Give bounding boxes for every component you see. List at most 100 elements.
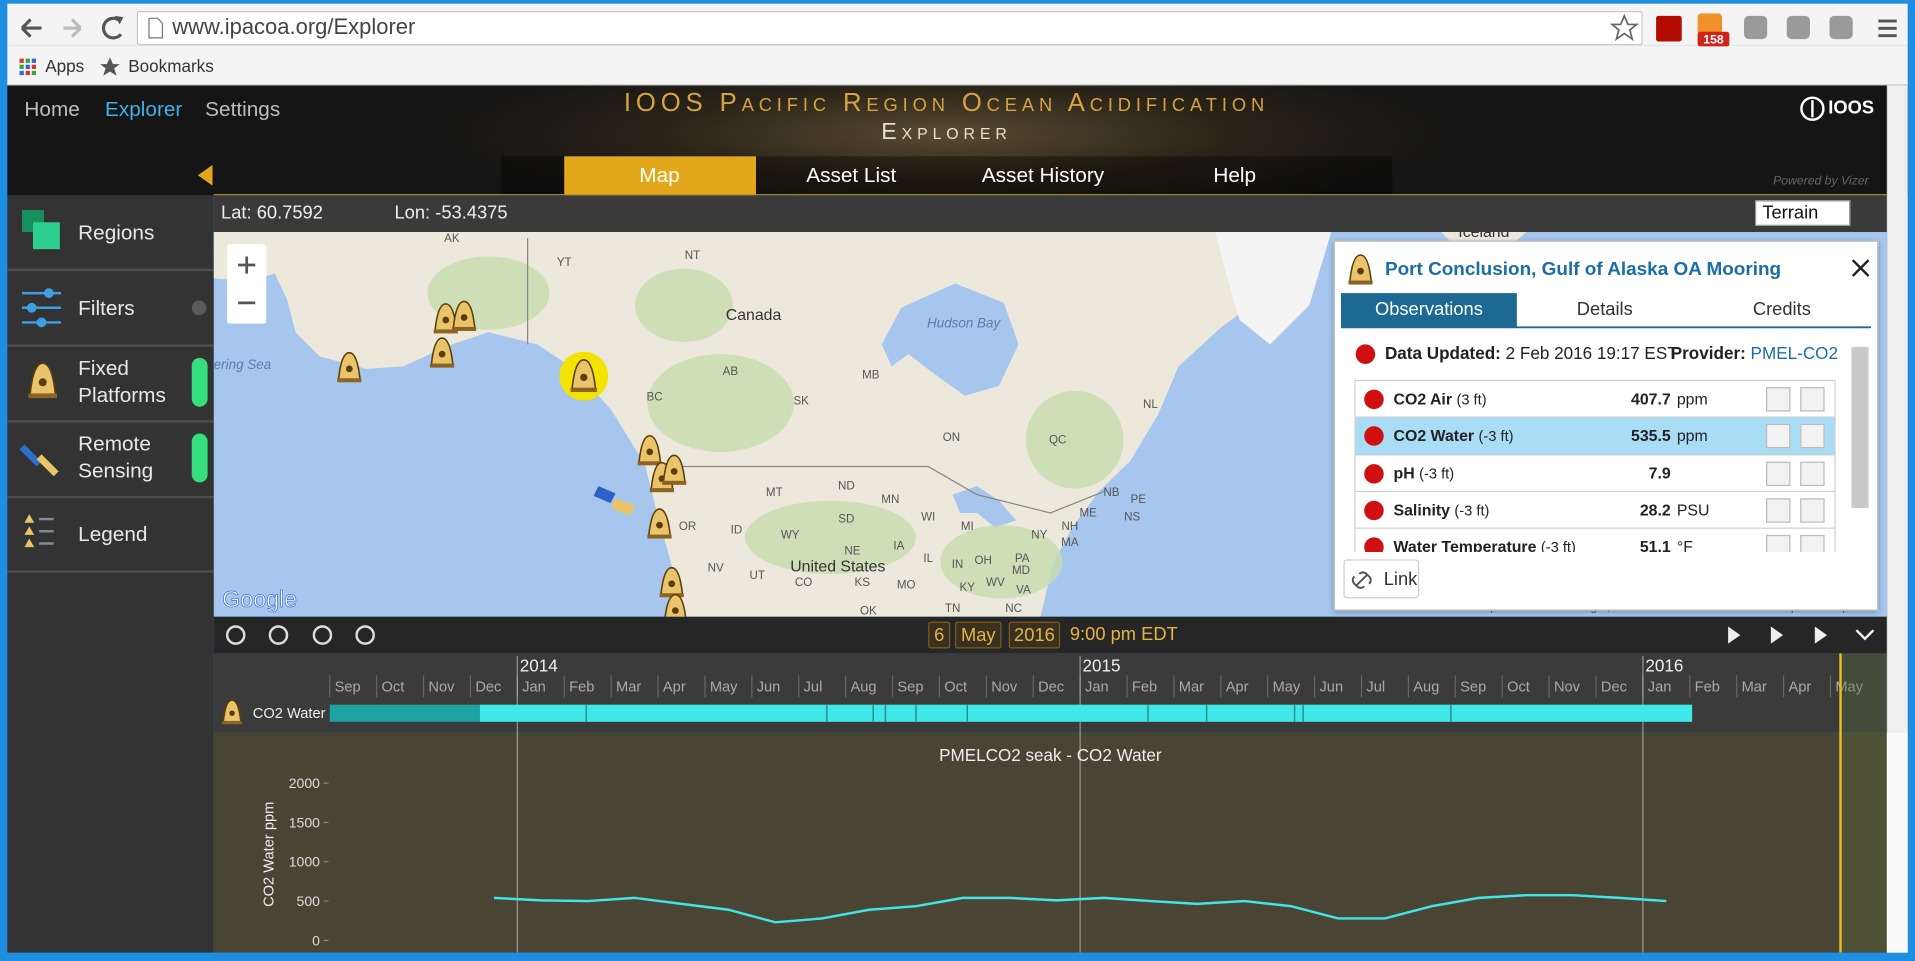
provider: Provider: PMEL-CO2 xyxy=(1671,343,1838,363)
nav-link[interactable]: Settings xyxy=(205,98,280,122)
month-label: Jun xyxy=(1319,679,1343,695)
back-button[interactable] xyxy=(22,20,42,37)
link-glyph xyxy=(1353,572,1371,588)
month-label: Apr xyxy=(663,679,686,695)
email-button[interactable] xyxy=(1766,498,1790,522)
track-segment[interactable] xyxy=(480,705,1692,722)
y-tick-label: 2000 xyxy=(289,775,320,791)
updated-label: Data Updated: xyxy=(1385,343,1501,363)
month-label: Jul xyxy=(804,679,823,695)
popup-tab[interactable]: Details xyxy=(1519,299,1690,320)
menu-line[interactable] xyxy=(1878,34,1896,37)
platform-base xyxy=(222,721,242,724)
extension-icon[interactable] xyxy=(1787,16,1810,39)
forest xyxy=(635,269,733,342)
platform-dot xyxy=(646,449,653,456)
email-button[interactable] xyxy=(1766,535,1790,552)
email-button[interactable] xyxy=(1766,461,1790,485)
pdf-extension[interactable] xyxy=(1656,16,1682,42)
month-label: Sep xyxy=(1460,679,1486,695)
chart-button[interactable] xyxy=(1800,535,1824,552)
email-button[interactable] xyxy=(1766,387,1790,411)
y-tick-label: 0 xyxy=(312,932,320,948)
rss-badge: 158 xyxy=(1703,32,1724,46)
link-icon xyxy=(1343,559,1380,598)
timeline-tool[interactable] xyxy=(357,627,374,644)
observation-value: 535.5 xyxy=(1563,427,1670,445)
bookmark-star[interactable] xyxy=(1612,16,1636,39)
platform-dot xyxy=(656,522,663,529)
timeline-tool[interactable] xyxy=(227,627,244,644)
popup-tab[interactable]: Observations xyxy=(1343,299,1514,320)
platform-base xyxy=(571,388,597,392)
map-label: NB xyxy=(1103,486,1119,499)
observation-name: Salinity (-3 ft) xyxy=(1394,501,1490,519)
filters-toggle[interactable] xyxy=(192,300,207,315)
menu-line[interactable] xyxy=(1878,20,1896,23)
apps-dot xyxy=(32,65,36,69)
chart-button[interactable] xyxy=(1800,461,1824,485)
chart-title: PMELCO2 seak - CO2 Water xyxy=(939,746,1162,765)
observation-unit: ppm xyxy=(1677,427,1708,445)
platform-dot xyxy=(1357,268,1364,275)
fixed-toggle[interactable] xyxy=(192,358,208,407)
google-logo: Google xyxy=(222,586,297,612)
nav-link[interactable]: Home xyxy=(24,98,79,122)
popup-tab[interactable]: Credits xyxy=(1696,299,1867,320)
sidebar-collapse[interactable] xyxy=(198,165,213,186)
y-tick-label: 500 xyxy=(297,893,321,909)
platform-dot xyxy=(461,314,468,321)
close-button[interactable] xyxy=(1853,260,1869,276)
nav-link[interactable]: Explorer xyxy=(105,98,182,122)
map-label: MB xyxy=(862,369,880,382)
popup-title[interactable]: Port Conclusion, Gulf of Alaska OA Moori… xyxy=(1385,259,1781,281)
observation-row[interactable]: pH (-3 ft)7.9 xyxy=(1356,455,1836,492)
sidebar-item[interactable]: Fixed Platforms xyxy=(78,355,188,409)
playback-button[interactable] xyxy=(1728,627,1740,644)
sidebar-item[interactable]: Regions xyxy=(78,220,188,247)
month-label: Nov xyxy=(1554,679,1581,695)
menu-line[interactable] xyxy=(1878,27,1896,30)
month-label: Sep xyxy=(335,679,361,695)
regions-icon xyxy=(33,222,60,249)
nav-tab[interactable]: Asset List xyxy=(754,164,949,188)
month-label: Mar xyxy=(1179,679,1204,695)
chart-button[interactable] xyxy=(1800,387,1824,411)
platform-dot xyxy=(39,378,47,386)
chart-button[interactable] xyxy=(1800,424,1824,448)
month-label: Feb xyxy=(1132,679,1157,695)
observation-row[interactable]: Water Temperature (-3 ft)51.1°F xyxy=(1356,529,1836,552)
sidebar-item[interactable]: Legend xyxy=(78,521,188,548)
map-label: Iceland xyxy=(1458,232,1509,241)
timeline-tool[interactable] xyxy=(270,627,287,644)
collapse-button[interactable] xyxy=(1856,630,1873,639)
status-dot xyxy=(1364,427,1384,447)
nav-tab[interactable]: Help xyxy=(1137,164,1332,188)
playback-button[interactable] xyxy=(1771,627,1783,644)
chart-button[interactable] xyxy=(1800,498,1824,522)
nav-tab[interactable]: Asset History xyxy=(945,164,1140,188)
chart-scrollbar xyxy=(1887,733,1908,953)
map-label: SK xyxy=(793,394,809,407)
sidebar-item[interactable]: Remote Sensing xyxy=(78,431,188,485)
zoom-control xyxy=(227,244,266,323)
map-label: YT xyxy=(557,256,572,269)
playback-button[interactable] xyxy=(1815,627,1827,644)
extension-icon[interactable] xyxy=(1830,16,1853,39)
layer-select[interactable]: Terrain xyxy=(1755,200,1850,226)
extension-icon[interactable] xyxy=(1744,16,1767,39)
nav-tab[interactable]: Map xyxy=(562,164,757,188)
forest xyxy=(1026,391,1124,489)
map-label: AB xyxy=(723,365,739,378)
forward-button[interactable] xyxy=(64,20,81,37)
email-button[interactable] xyxy=(1766,424,1790,448)
sidebar-item[interactable]: Filters xyxy=(78,296,188,323)
month-label: Jan xyxy=(522,679,546,695)
platform-dot xyxy=(346,365,353,372)
satellite-icon xyxy=(20,445,42,467)
remote-toggle[interactable] xyxy=(192,434,208,483)
timeline-tool[interactable] xyxy=(314,627,331,644)
